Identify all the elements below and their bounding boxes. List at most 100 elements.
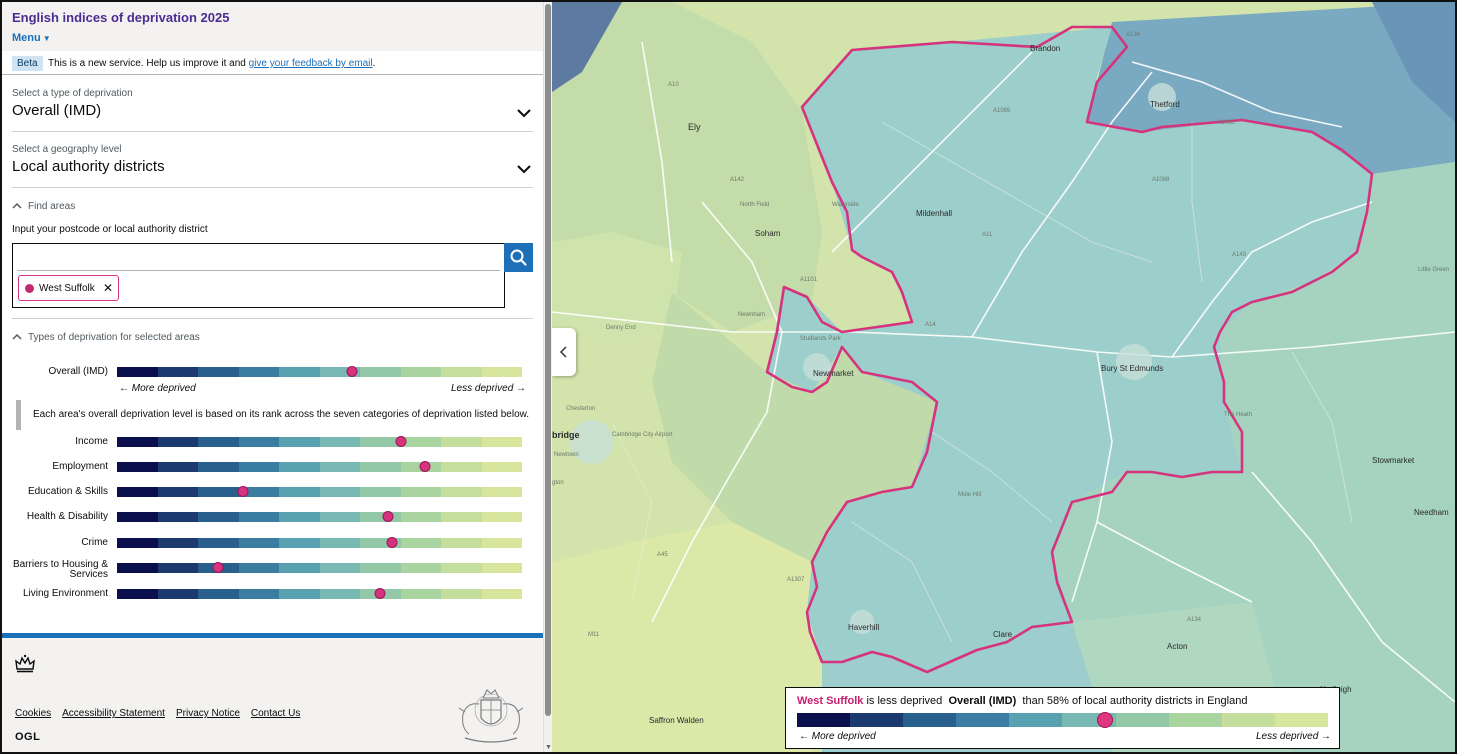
footer-link-privacy[interactable]: Privacy Notice	[175, 708, 240, 719]
map-label-studlands-park: Studlands Park	[800, 336, 841, 342]
ogl-logo: OGL	[15, 731, 41, 743]
map-label-thetford: Thetford	[1150, 100, 1180, 109]
scale-segment	[117, 462, 158, 472]
app-header: English indices of deprivation 2025 Menu…	[2, 2, 543, 51]
scale-segment	[117, 512, 158, 522]
scale-segment	[360, 563, 401, 573]
scale-segment	[279, 563, 320, 573]
domain-label-crime: Crime	[81, 537, 108, 548]
scale-segment	[238, 512, 279, 522]
scrollbar-thumb[interactable]	[545, 4, 551, 716]
scale-segment	[481, 437, 522, 447]
selected-area-label: West Suffolk	[39, 283, 95, 294]
info-note: Each area's overall deprivation level is…	[16, 400, 533, 430]
legend-summary: West Suffolk is less deprived Overall (I…	[797, 695, 1247, 707]
domain-scale-living-environment	[117, 588, 522, 599]
scale-segment	[400, 538, 441, 548]
road-label: A45	[657, 552, 668, 558]
footer-link-cookies[interactable]: Cookies	[15, 708, 52, 719]
legend-segment	[956, 713, 1010, 727]
domain-scale-employment	[117, 461, 522, 472]
domain-label-housing: Barriers to Housing & Services	[12, 559, 108, 580]
collapse-sidebar-button[interactable]	[552, 328, 576, 376]
domain-row: Living Environment	[2, 586, 543, 602]
geography-level-select[interactable]: Select a geography level Local authority…	[12, 144, 533, 188]
scale-segment	[360, 367, 401, 377]
feedback-link[interactable]: give your feedback by email	[248, 58, 373, 69]
selected-area-chip[interactable]: West Suffolk ✕	[18, 275, 119, 301]
footer-link-accessibility[interactable]: Accessibility Statement	[62, 708, 165, 719]
scale-segment	[117, 437, 158, 447]
postcode-search-input[interactable]	[17, 246, 497, 268]
deprivation-type-select[interactable]: Select a type of deprivation Overall (IM…	[12, 88, 533, 132]
scale-segment	[117, 563, 158, 573]
road-label: A10	[668, 82, 679, 88]
scale-segment	[157, 437, 198, 447]
legend-segment	[1221, 713, 1275, 727]
more-deprived-label: ← More deprived	[119, 383, 196, 394]
scale-segment	[157, 462, 198, 472]
rank-marker	[374, 588, 386, 599]
app-title[interactable]: English indices of deprivation 2025	[12, 10, 230, 25]
chevron-down-icon	[517, 165, 531, 174]
less-deprived-label: Less deprived →	[451, 383, 527, 394]
scale-segment	[279, 589, 320, 599]
scale-segment	[441, 487, 482, 497]
scale-segment	[319, 589, 360, 599]
scale-segment	[319, 437, 360, 447]
map-label-saffron-walden: Saffron Walden	[649, 716, 704, 725]
map-label-haverhill: Haverhill	[848, 623, 880, 632]
scale-segment	[400, 437, 441, 447]
postcode-input-label: Input your postcode or local authority d…	[12, 224, 208, 235]
geography-level-label: Select a geography level	[12, 144, 122, 155]
rank-marker	[386, 537, 398, 548]
deprivation-types-label: Types of deprivation for selected areas	[28, 332, 200, 343]
scroll-down-arrow-icon[interactable]: ▼	[545, 744, 552, 751]
scale-segment	[319, 512, 360, 522]
beta-text: This is a new service. Help us improve i…	[48, 58, 375, 69]
sidebar-scrollbar[interactable]: ▼	[543, 2, 552, 752]
map-label-cambridge-airport: Cambridge City Airport	[612, 432, 673, 438]
scale-segment	[279, 367, 320, 377]
legend-segment	[797, 713, 851, 727]
scale-segment	[279, 487, 320, 497]
scale-segment	[319, 563, 360, 573]
rank-marker	[419, 461, 431, 472]
legend-segment	[903, 713, 957, 727]
scale-segment	[481, 538, 522, 548]
legend-less-deprived: Less deprived →	[1256, 731, 1332, 742]
map-label-little-green: Little Green	[1418, 267, 1450, 273]
map-label-acton: Acton	[1167, 642, 1188, 651]
scale-segment	[481, 512, 522, 522]
search-button[interactable]	[504, 243, 533, 272]
overall-imd-scale	[117, 366, 522, 377]
scale-segment	[157, 538, 198, 548]
map-tiles	[552, 2, 1455, 752]
rank-marker	[382, 511, 394, 522]
deprivation-types-toggle[interactable]: Types of deprivation for selected areas	[12, 332, 200, 343]
map-label-clare: Clare	[993, 630, 1013, 639]
find-areas-label: Find areas	[28, 201, 76, 212]
scale-segment	[198, 487, 239, 497]
map-canvas[interactable]: Brandon Thetford Ely Mildenhall Soham No…	[552, 2, 1455, 752]
scale-segment	[319, 538, 360, 548]
map-label-bury-st-edmunds: Bury St Edmunds	[1101, 364, 1164, 373]
scale-segment	[441, 462, 482, 472]
menu-button[interactable]: Menu ▼	[12, 32, 51, 44]
scale-segment	[441, 437, 482, 447]
domain-label-income: Income	[75, 436, 108, 447]
footer-link-contact[interactable]: Contact Us	[250, 708, 301, 719]
search-icon	[510, 249, 527, 266]
scale-segment	[117, 589, 158, 599]
road-label: A11	[982, 232, 993, 238]
map-label-soham: Soham	[755, 229, 781, 238]
remove-area-close-icon[interactable]: ✕	[103, 281, 114, 295]
scale-segment	[238, 563, 279, 573]
map-label-chesterton: Chesterton	[566, 406, 596, 412]
map-label-needham: Needham	[1414, 508, 1449, 517]
find-areas-toggle[interactable]: Find areas	[12, 201, 75, 212]
map-legend: West Suffolk is less deprived Overall (I…	[785, 687, 1340, 749]
scale-segment	[319, 367, 360, 377]
scale-segment	[481, 563, 522, 573]
scale-segment	[441, 367, 482, 377]
